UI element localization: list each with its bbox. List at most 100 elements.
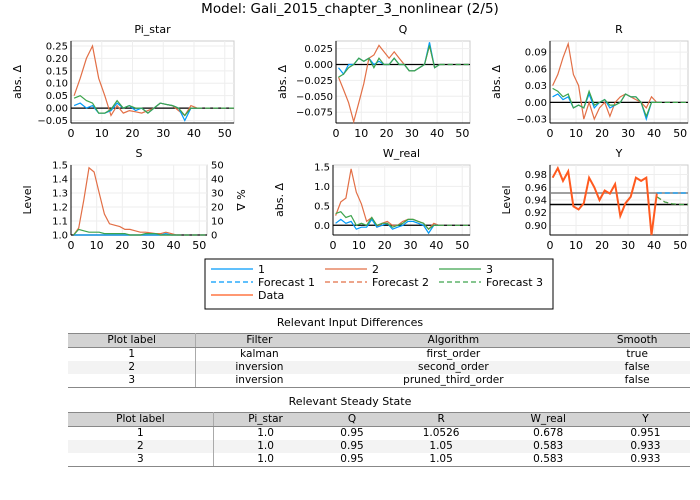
table-cell: inversion xyxy=(195,374,323,388)
y-tick-label: −0.03 xyxy=(516,115,547,126)
legend-label: Forecast 3 xyxy=(486,276,543,289)
panel-title: S xyxy=(136,147,143,160)
y-tick-label: 1.1 xyxy=(52,217,68,228)
x-tick-label: 10 xyxy=(354,127,368,140)
table-cell: true xyxy=(626,348,648,360)
y-axis-label: abs. Δ xyxy=(273,183,286,217)
panel-title: Q xyxy=(399,23,408,36)
table-row: 2 1.0 0.95 1.05 0.583 0.933 xyxy=(68,440,690,453)
right-tick-label: 40 xyxy=(211,175,224,186)
x-tick-label: 30 xyxy=(156,127,170,140)
y-tick-label: 0.00 xyxy=(525,98,547,109)
column-header: Filter xyxy=(195,333,323,348)
table-cell: second_order xyxy=(322,361,585,374)
table-cell: 2 xyxy=(68,440,214,453)
y-tick-label: 0.94 xyxy=(525,196,547,207)
y-tick-label: 0.06 xyxy=(525,64,547,75)
data-line xyxy=(551,165,658,236)
x-tick-label: 20 xyxy=(378,239,392,252)
steady-state-title: Relevant Steady State xyxy=(288,395,412,408)
y-tick-label: 1.5 xyxy=(314,162,330,173)
column-header: Smooth xyxy=(584,333,690,348)
table-cell: 0.95 xyxy=(317,440,387,453)
y-axis-label: abs. Δ xyxy=(490,65,503,99)
table-cell: 0.583 xyxy=(495,440,601,453)
x-tick-label: 50 xyxy=(455,239,469,252)
right-axis-label: % Δ xyxy=(234,189,247,211)
table-cell: kalman xyxy=(240,348,279,360)
y-tick-label: −0.025 xyxy=(296,76,333,87)
x-tick-label: 40 xyxy=(429,239,443,252)
y-tick-label: 0.98 xyxy=(525,170,547,181)
input-differences-title: Relevant Input Differences xyxy=(276,316,424,329)
panel-title: R xyxy=(615,23,623,36)
x-tick-label: 40 xyxy=(187,127,201,140)
y-tick-label: 0.96 xyxy=(525,183,547,194)
x-tick-label: 0 xyxy=(330,239,337,252)
panel-q: 0 10 20 30 40 50 −0.075 −0.050 −0.025 0.000 0.025 Q… xyxy=(276,23,471,140)
y-tick-label: 0.05 xyxy=(46,91,68,102)
table-cell: 3 xyxy=(68,374,197,388)
x-tick-label: 20 xyxy=(126,127,140,140)
series-2-line xyxy=(552,41,658,121)
series-3-line xyxy=(335,210,439,231)
x-tick-label: 0 xyxy=(68,239,75,252)
panel-pi_star: 0 10 20 30 40 50 −0.050.00 0.050.10 0.150.20 0.25… xyxy=(11,23,235,140)
y-axis-label: Level xyxy=(21,185,34,214)
x-tick-label: 50 xyxy=(218,127,232,140)
column-header: W_real xyxy=(495,412,601,427)
panel-s: 0 10 20 30 40 50 1.0 1.1 1.2 1.3 1.4 1.5 S Level 0 10 20… xyxy=(21,147,247,252)
right-tick-label: 10 xyxy=(211,217,224,228)
y-tick-label: 0.15 xyxy=(46,66,68,77)
x-tick-label: 10 xyxy=(569,127,583,140)
figure-title: Model: Gali_2015_chapter_3_nonlinear (2/… xyxy=(201,1,499,17)
column-header: R xyxy=(386,412,496,427)
legend-label: Forecast 1 xyxy=(258,276,315,289)
column-header: Pi_star xyxy=(213,412,318,427)
legend-label: 1 xyxy=(258,263,265,276)
legend: 1 2 3 Forecast 1 Forecast 2 Forecast 3 Data xyxy=(204,258,554,310)
series-3-line xyxy=(552,87,657,119)
x-tick-label: 10 xyxy=(90,239,104,252)
y-tick-label: 0.025 xyxy=(304,44,333,55)
panel-y: 0 10 20 30 40 50 0.90 0.920.94 0.96 0.98 Y Level xyxy=(500,147,689,252)
table-cell: 3 xyxy=(68,453,214,467)
table-cell: pruned_third_order xyxy=(322,374,585,388)
column-header: Q xyxy=(317,412,387,427)
y-tick-label: 0.03 xyxy=(525,81,547,92)
y-tick-label: −0.075 xyxy=(296,108,333,119)
x-tick-label: 50 xyxy=(673,127,687,140)
x-tick-label: 40 xyxy=(430,127,444,140)
y-tick-label: 1.4 xyxy=(52,175,68,186)
panel-w_real: 0 10 20 30 40 50 0.0 0.5 1.0 1.5 W_real abs. Δ xyxy=(273,147,471,252)
legend-label: 3 xyxy=(486,263,493,276)
table-cell: false xyxy=(584,374,690,388)
x-tick-label: 30 xyxy=(405,127,419,140)
table-cell: 1.0 xyxy=(213,453,318,467)
table-cell: 2 xyxy=(68,361,197,374)
x-tick-label: 20 xyxy=(115,239,129,252)
series-3-line xyxy=(73,228,177,236)
table-row: 1 kalman first_order true xyxy=(68,347,690,361)
right-tick-label: 50 xyxy=(211,161,224,172)
y-tick-label: 0.0 xyxy=(314,221,330,232)
plots-canvas: 0 10 20 30 40 50−0.050.000.050.100.150.200.25… xyxy=(11,23,689,310)
x-tick-label: 40 xyxy=(647,239,661,252)
y-axis-label: abs. Δ xyxy=(276,65,289,99)
y-tick-label: 1.3 xyxy=(52,189,68,200)
y-tick-label: 0.09 xyxy=(525,48,547,59)
x-tick-label: 50 xyxy=(673,239,687,252)
table-cell: 1 xyxy=(68,347,197,361)
column-header: Algorithm xyxy=(322,333,585,348)
column-header: Plot label xyxy=(68,333,197,348)
series-3-line xyxy=(338,45,441,78)
table-row: 3 inversion pruned_third_order false xyxy=(68,374,690,388)
panel-title: W_real xyxy=(383,147,420,160)
table-cell: first_order xyxy=(426,348,481,360)
y-axis-label: abs. Δ xyxy=(11,65,24,99)
y-tick-label: 0.25 xyxy=(46,41,68,52)
x-tick-label: 10 xyxy=(569,239,583,252)
table-cell: inversion xyxy=(195,361,323,374)
x-tick-label: 40 xyxy=(647,127,661,140)
forecast-3-line xyxy=(656,196,688,206)
